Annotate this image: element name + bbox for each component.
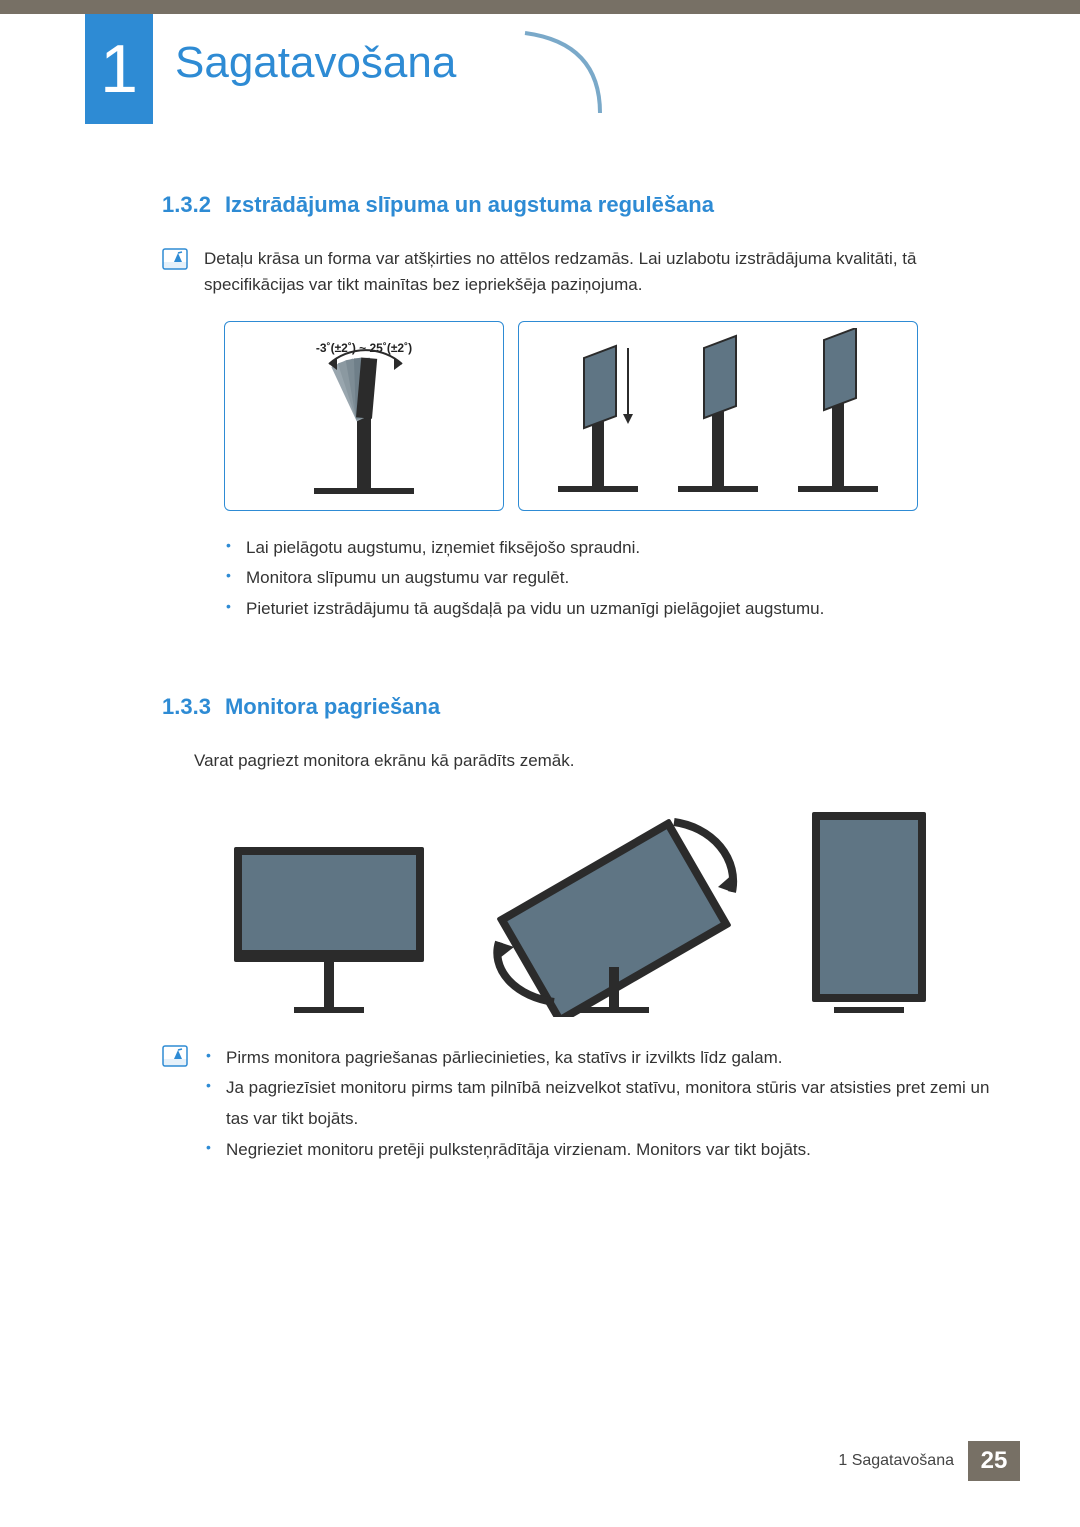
rotate-intro: Varat pagriezt monitora ekrānu kā parādī… [194, 748, 1004, 774]
tilt-height-figures: -3˚(±2˚) ~ 25˚(±2˚) [224, 321, 1004, 511]
bullet-item: Pirms monitora pagriešanas pārliecinieti… [204, 1043, 1004, 1074]
info-note: Detaļu krāsa un forma var atšķirties no … [162, 246, 1004, 299]
bullet-item: Negrieziet monitoru pretēji pulksteņrādī… [204, 1135, 1004, 1166]
chapter-tab: 1 [85, 14, 153, 124]
bullet-item: Lai pielāgotu augstumu, izņemiet fiksējo… [224, 533, 1004, 564]
bullet-item: Monitora slīpumu un augstumu var regulēt… [224, 563, 1004, 594]
decorative-arc-icon [520, 28, 610, 118]
section-title: Izstrādājuma slīpuma un augstuma regulēš… [225, 192, 714, 217]
tilt-figure: -3˚(±2˚) ~ 25˚(±2˚) [224, 321, 504, 511]
height-figure [518, 321, 918, 511]
top-strip [0, 0, 1080, 14]
page-content: 1.3.2 Izstrādājuma slīpuma un augstuma re… [162, 192, 1004, 1165]
chapter-number: 1 [100, 35, 138, 103]
page-number: 25 [968, 1441, 1020, 1481]
tilt-bullets: Lai pielāgotu augstumu, izņemiet fiksējo… [224, 533, 1004, 625]
section-heading-133: 1.3.3 Monitora pagriešana [162, 694, 1004, 720]
rotate-figure [224, 797, 1004, 1017]
note-icon [162, 248, 188, 270]
note-icon [162, 1045, 188, 1067]
tilt-range-label: -3˚(±2˚) ~ 25˚(±2˚) [316, 341, 412, 355]
section-number: 1.3.2 [162, 192, 211, 217]
note-text: Detaļu krāsa un forma var atšķirties no … [204, 246, 1004, 299]
footer-label: 1 Sagatavošana [838, 1452, 968, 1470]
bullet-item: Pieturiet izstrādājumu tā augšdaļā pa vi… [224, 594, 1004, 625]
rotate-bullets: Pirms monitora pagriešanas pārliecinieti… [204, 1043, 1004, 1165]
chapter-title: Sagatavošana [175, 38, 456, 88]
section-number: 1.3.3 [162, 694, 211, 719]
section-heading-132: 1.3.2 Izstrādājuma slīpuma un augstuma re… [162, 192, 1004, 218]
bullet-item: Ja pagriezīsiet monitoru pirms tam pilnī… [204, 1073, 1004, 1134]
section-title: Monitora pagriešana [225, 694, 440, 719]
page-footer: 1 Sagatavošana 25 [838, 1441, 1020, 1481]
rotate-note: Pirms monitora pagriešanas pārliecinieti… [162, 1043, 1004, 1165]
